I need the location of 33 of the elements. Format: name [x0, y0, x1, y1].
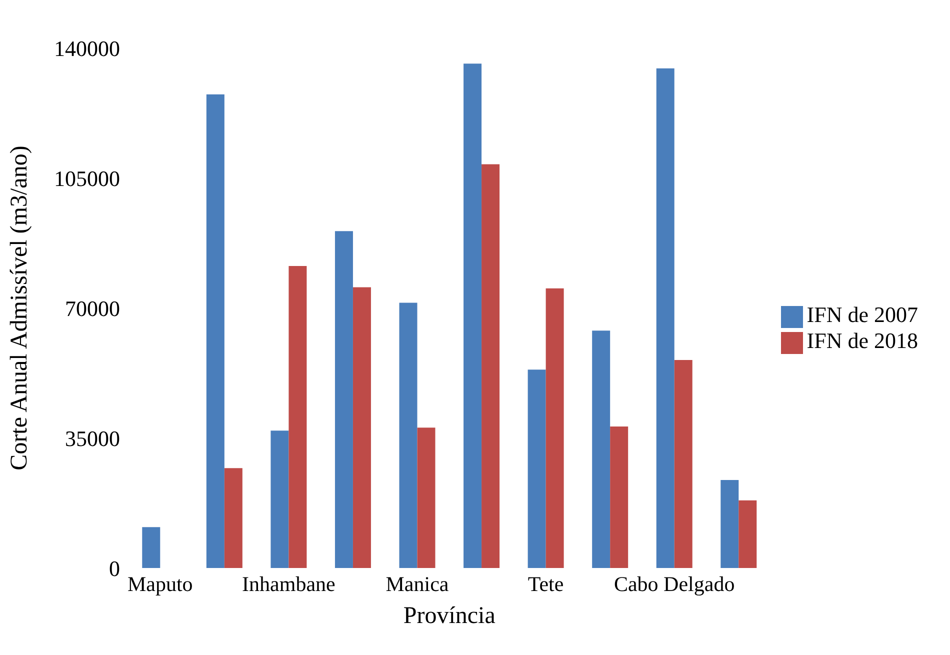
x-tick-label: Manica [386, 572, 450, 596]
bar [720, 480, 739, 568]
x-tick-label: Maputo [127, 572, 193, 596]
bar [270, 430, 289, 568]
bar [206, 94, 224, 568]
bar [464, 64, 482, 568]
y-tick-label: 0 [109, 556, 120, 581]
bar [592, 330, 610, 568]
bar [546, 288, 564, 568]
bar [674, 360, 692, 568]
legend-label: IFN de 2018 [806, 328, 918, 353]
bar [334, 231, 353, 568]
y-tick-label: 35000 [65, 426, 120, 451]
y-axis-title: Corte Anual Admissível (m3/ano) [6, 146, 33, 470]
bar [482, 164, 500, 568]
x-axis-title: Província [403, 603, 496, 630]
legend-label: IFN de 2007 [806, 302, 918, 327]
y-tick-label: 140000 [54, 36, 120, 61]
y-tick-label: 70000 [65, 296, 120, 321]
bar [528, 370, 546, 568]
x-tick-label: Tete [528, 572, 564, 596]
x-tick-label: Cabo Delgado [614, 572, 735, 596]
x-tick-label: Inhambane [242, 572, 336, 596]
bar [738, 500, 757, 568]
bar [352, 287, 371, 568]
bar [142, 527, 160, 568]
bar [399, 302, 418, 568]
bar [417, 428, 436, 568]
y-tick-label: 105000 [54, 166, 120, 191]
bar [224, 468, 242, 568]
bar [610, 426, 628, 568]
bar [288, 266, 307, 568]
bar [656, 68, 674, 568]
